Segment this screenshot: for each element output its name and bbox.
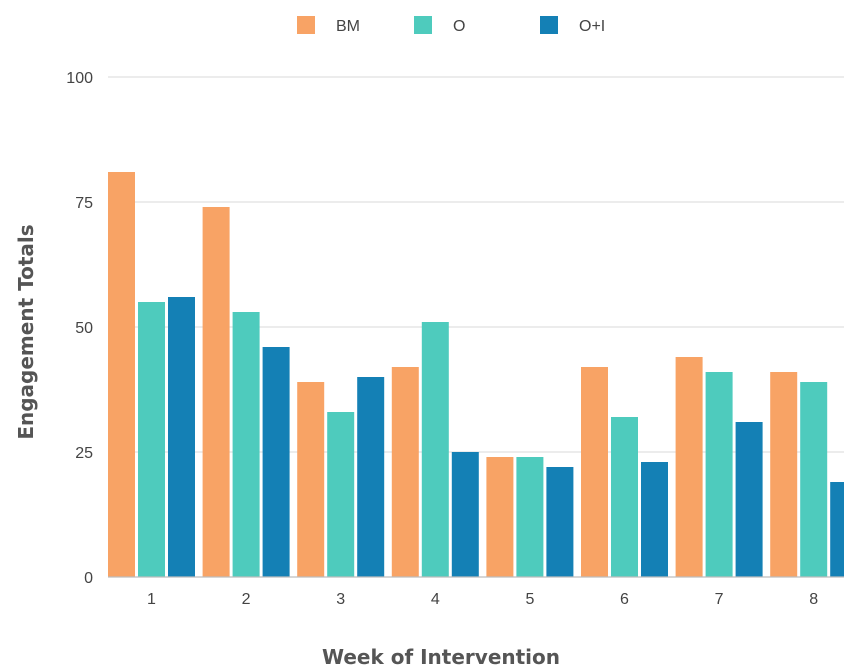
x-tick-label: 6 bbox=[620, 591, 629, 608]
bar-bm-week-6 bbox=[581, 367, 608, 577]
y-tick-label: 0 bbox=[84, 570, 93, 587]
bar-o-i-week-6 bbox=[641, 462, 668, 577]
x-tick-label: 8 bbox=[809, 591, 818, 608]
bar-bm-week-1 bbox=[108, 172, 135, 577]
x-tick-label: 1 bbox=[147, 591, 156, 608]
bar-o-i-week-5 bbox=[546, 467, 574, 577]
x-tick-label: 2 bbox=[242, 591, 251, 608]
bar-bm-week-8 bbox=[770, 372, 798, 577]
bar-o-i-week-1 bbox=[168, 297, 195, 577]
bars bbox=[108, 172, 844, 577]
legend-label-bm: BM bbox=[336, 18, 360, 35]
legend-label-o: O bbox=[453, 18, 465, 35]
bar-o-week-2 bbox=[232, 312, 260, 577]
bar-o-week-4 bbox=[421, 322, 449, 577]
bar-o-i-week-7 bbox=[735, 422, 763, 577]
bar-bm-week-2 bbox=[202, 207, 230, 577]
bar-o-week-8 bbox=[800, 382, 828, 577]
x-tick-label: 3 bbox=[336, 591, 345, 608]
bar-bm-week-4 bbox=[391, 367, 419, 577]
bar-o-i-week-4 bbox=[451, 452, 479, 577]
bar-o-week-7 bbox=[705, 372, 733, 577]
bar-bm-week-7 bbox=[675, 357, 703, 577]
bar-o-week-6 bbox=[611, 417, 638, 577]
x-tick-label: 4 bbox=[431, 591, 440, 608]
x-tick-labels: 1 2 3 4 5 6 7 8 bbox=[147, 591, 818, 608]
bar-o-i-week-8 bbox=[830, 482, 844, 577]
bar-o-i-week-3 bbox=[357, 377, 385, 577]
x-axis-title: Week of Intervention bbox=[322, 645, 560, 668]
x-tick-label: 5 bbox=[525, 591, 534, 608]
y-tick-label: 50 bbox=[75, 320, 93, 337]
y-tick-label: 75 bbox=[75, 195, 93, 212]
legend-label-o-i: O+I bbox=[579, 18, 605, 35]
legend: BM O O+I bbox=[297, 16, 605, 35]
legend-swatch-o bbox=[414, 16, 432, 34]
bar-bm-week-3 bbox=[297, 382, 325, 577]
x-tick-label: 7 bbox=[715, 591, 724, 608]
bar-bm-week-5 bbox=[486, 457, 514, 577]
legend-swatch-bm bbox=[297, 16, 315, 34]
y-tick-label: 25 bbox=[75, 445, 93, 462]
y-tick-labels: 0 25 50 75 100 bbox=[66, 70, 93, 587]
legend-swatch-o-i bbox=[540, 16, 558, 34]
bar-o-week-3 bbox=[327, 412, 355, 577]
bar-o-week-5 bbox=[516, 457, 544, 577]
bar-o-week-1 bbox=[138, 302, 165, 577]
y-tick-label: 100 bbox=[66, 70, 93, 87]
y-axis-title: Engagement Totals bbox=[14, 224, 38, 439]
bar-o-i-week-2 bbox=[262, 347, 290, 577]
